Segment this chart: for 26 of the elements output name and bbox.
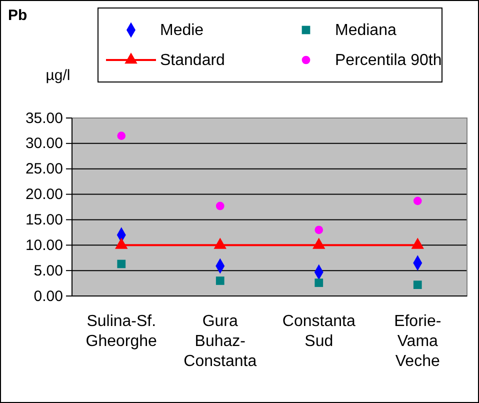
point bbox=[117, 260, 126, 268]
legend-label: Percentila 90th bbox=[335, 52, 442, 69]
point bbox=[413, 196, 422, 206]
x-tick-label: Eforie-Vama Veche bbox=[394, 313, 442, 370]
x-tick-label: Sulina-Sf. Gheorghe bbox=[86, 313, 158, 350]
y-tick-label: 35.00 bbox=[25, 110, 63, 127]
legend-label: Medie bbox=[160, 22, 204, 39]
y-tick-label: 30.00 bbox=[25, 135, 63, 152]
point bbox=[314, 278, 324, 287]
y-tick-label: 25.00 bbox=[25, 160, 63, 178]
x-tick-label: Constanta Sud bbox=[282, 313, 356, 350]
y-tick-label: 5.00 bbox=[34, 262, 63, 280]
y-axis-title: µg/l bbox=[46, 67, 70, 84]
point bbox=[413, 280, 422, 289]
legend-label: Mediana bbox=[335, 22, 396, 39]
legend-label: Standard bbox=[160, 52, 225, 69]
y-tick-label: 10.00 bbox=[25, 236, 63, 254]
point bbox=[117, 132, 126, 140]
chart-title: Pb bbox=[8, 7, 28, 24]
y-tick-label: 15.00 bbox=[25, 212, 63, 229]
point bbox=[216, 202, 224, 210]
point bbox=[314, 226, 324, 234]
x-tick-label: Gura Buhaz-Constanta bbox=[184, 313, 257, 370]
point bbox=[216, 276, 224, 285]
y-tick-label: 20.00 bbox=[25, 186, 63, 204]
y-tick-label: 0.00 bbox=[34, 288, 63, 305]
